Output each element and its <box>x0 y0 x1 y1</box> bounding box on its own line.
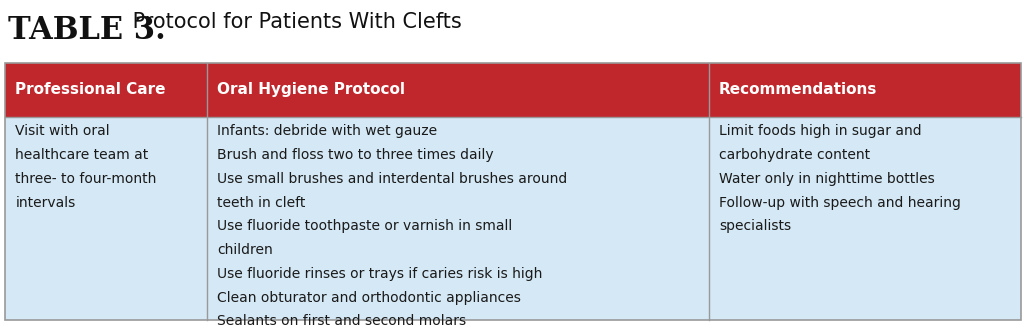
Text: Use fluoride toothpaste or varnish in small: Use fluoride toothpaste or varnish in sm… <box>217 219 512 233</box>
Text: three- to four-month: three- to four-month <box>15 172 157 186</box>
Text: Brush and floss two to three times daily: Brush and floss two to three times daily <box>217 148 494 162</box>
Text: Limit foods high in sugar and: Limit foods high in sugar and <box>719 124 922 138</box>
Text: Professional Care: Professional Care <box>15 82 166 97</box>
Text: teeth in cleft: teeth in cleft <box>217 196 305 210</box>
Text: Visit with oral: Visit with oral <box>15 124 110 138</box>
Text: intervals: intervals <box>15 196 76 210</box>
Text: healthcare team at: healthcare team at <box>15 148 148 162</box>
Bar <box>5 117 1021 320</box>
Text: Sealants on first and second molars: Sealants on first and second molars <box>217 314 466 328</box>
Text: specialists: specialists <box>719 219 791 233</box>
Text: Use fluoride rinses or trays if caries risk is high: Use fluoride rinses or trays if caries r… <box>217 267 543 281</box>
Text: Water only in nighttime bottles: Water only in nighttime bottles <box>719 172 935 186</box>
Text: carbohydrate content: carbohydrate content <box>719 148 870 162</box>
Text: Protocol for Patients With Clefts: Protocol for Patients With Clefts <box>126 12 462 32</box>
Text: Follow-up with speech and hearing: Follow-up with speech and hearing <box>719 196 961 210</box>
Text: TABLE 3.: TABLE 3. <box>8 15 166 46</box>
Text: Oral Hygiene Protocol: Oral Hygiene Protocol <box>217 82 406 97</box>
Text: Use small brushes and interdental brushes around: Use small brushes and interdental brushe… <box>217 172 567 186</box>
Bar <box>5 63 1021 320</box>
Text: Infants: debride with wet gauze: Infants: debride with wet gauze <box>217 124 437 138</box>
Text: Clean obturator and orthodontic appliances: Clean obturator and orthodontic applianc… <box>217 291 521 305</box>
Text: Recommendations: Recommendations <box>719 82 878 97</box>
Text: children: children <box>217 243 272 257</box>
Bar <box>5 63 1021 117</box>
